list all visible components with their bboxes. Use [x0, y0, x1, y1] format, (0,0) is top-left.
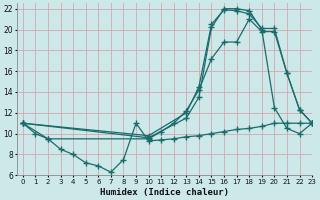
X-axis label: Humidex (Indice chaleur): Humidex (Indice chaleur): [100, 188, 229, 197]
